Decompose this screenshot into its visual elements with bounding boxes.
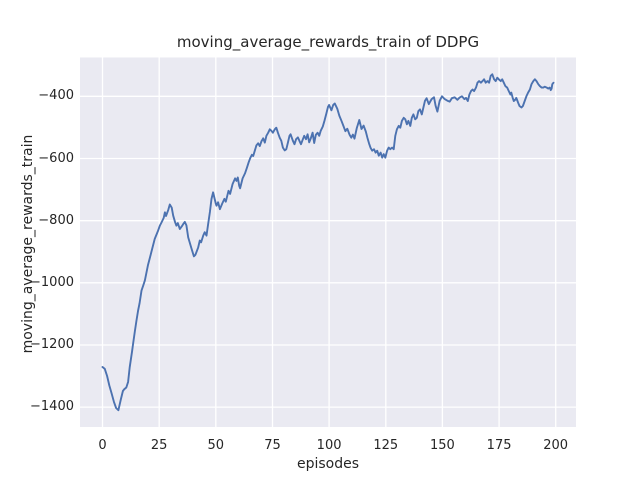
x-tick-label: 175 bbox=[486, 438, 512, 453]
x-tick-label: 100 bbox=[316, 438, 342, 453]
x-tick-label: 0 bbox=[98, 438, 107, 453]
data-line bbox=[101, 73, 555, 412]
x-tick-label: 75 bbox=[264, 438, 281, 453]
y-tick-label: −600 bbox=[38, 150, 74, 166]
x-tick-label: 50 bbox=[207, 438, 225, 453]
y-tick-label: −400 bbox=[38, 88, 74, 104]
plot-background bbox=[80, 57, 576, 427]
y-tick-label: −1200 bbox=[30, 337, 74, 352]
y-axis-label: moving_average_rewards_train bbox=[20, 134, 36, 354]
chart-title: moving_average_rewards_train of DDPG bbox=[176, 33, 480, 51]
x-tick-label: 150 bbox=[429, 438, 455, 453]
x-tick-label: 25 bbox=[150, 438, 168, 453]
x-tick-label: 200 bbox=[543, 438, 569, 453]
x-axis-label: episodes bbox=[296, 456, 360, 472]
y-tick-label: −800 bbox=[38, 212, 74, 228]
y-tick-label: −1000 bbox=[30, 274, 74, 290]
y-tick-label: −1400 bbox=[30, 399, 74, 415]
x-tick-label: 125 bbox=[373, 438, 399, 453]
